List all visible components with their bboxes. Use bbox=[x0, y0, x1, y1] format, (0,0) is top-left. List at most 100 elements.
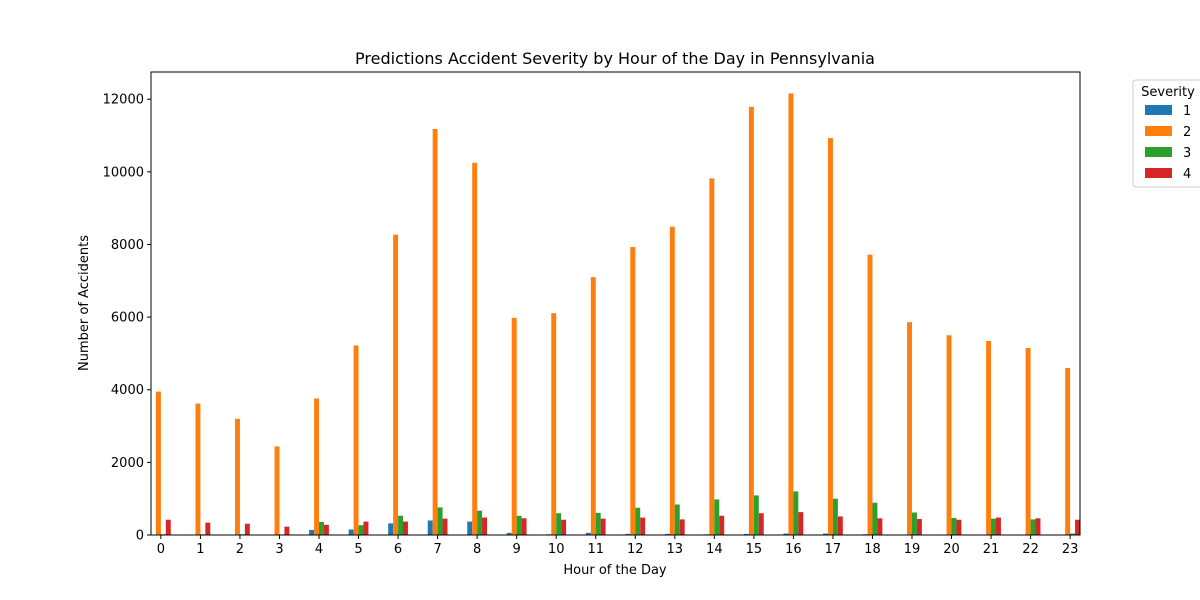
x-tick-label: 22 bbox=[1022, 542, 1039, 557]
bar-severity-3-hour-14 bbox=[714, 499, 720, 535]
x-tick-label: 19 bbox=[904, 542, 921, 557]
x-tick-label: 13 bbox=[667, 542, 684, 557]
bar-severity-1-hour-15 bbox=[743, 533, 749, 535]
bar-severity-3-hour-11 bbox=[595, 512, 601, 535]
bar-severity-1-hour-5 bbox=[348, 529, 354, 535]
bar-severity-4-hour-21 bbox=[995, 517, 1001, 535]
bar-severity-3-hour-15 bbox=[753, 495, 759, 535]
y-tick-label: 4000 bbox=[111, 383, 144, 398]
bar-severity-1-hour-6 bbox=[388, 523, 394, 535]
bars-layer bbox=[151, 93, 1080, 536]
x-tick-label: 20 bbox=[943, 542, 960, 557]
bar-severity-4-hour-2 bbox=[244, 523, 250, 535]
bar-severity-4-hour-13 bbox=[679, 519, 685, 535]
bar-severity-4-hour-14 bbox=[719, 515, 725, 535]
bar-severity-2-hour-12 bbox=[630, 247, 636, 535]
legend-label-severity-4: 4 bbox=[1183, 167, 1191, 182]
bar-severity-2-hour-14 bbox=[709, 178, 715, 535]
x-tick-label: 15 bbox=[746, 542, 763, 557]
legend: Severity 1 2 3 4 bbox=[1132, 79, 1200, 188]
bar-severity-4-hour-5 bbox=[363, 521, 369, 535]
bar-severity-2-hour-13 bbox=[669, 226, 675, 535]
bar-severity-2-hour-3 bbox=[274, 446, 280, 535]
x-tick-label: 16 bbox=[785, 542, 802, 557]
bar-severity-4-hour-23 bbox=[1075, 519, 1080, 535]
bar-severity-3-hour-16 bbox=[793, 491, 799, 535]
legend-title: Severity bbox=[1141, 85, 1195, 100]
bar-severity-2-hour-22 bbox=[1025, 347, 1031, 535]
y-tick-label: 2000 bbox=[111, 456, 144, 471]
bar-severity-3-hour-5 bbox=[358, 525, 364, 535]
bar-severity-4-hour-9 bbox=[521, 518, 527, 535]
bar-severity-1-hour-16 bbox=[783, 533, 789, 535]
x-tick-label: 14 bbox=[706, 542, 723, 557]
bar-severity-1-hour-12 bbox=[625, 533, 631, 535]
bar-severity-3-hour-18 bbox=[872, 502, 878, 535]
bar-severity-2-hour-2 bbox=[235, 418, 240, 535]
legend-swatch-severity-2 bbox=[1145, 126, 1172, 136]
plot-area-frame bbox=[150, 71, 1081, 536]
bar-severity-1-hour-9 bbox=[506, 532, 512, 535]
y-tick-label: 0 bbox=[136, 529, 144, 544]
x-tick-label: 18 bbox=[864, 542, 881, 557]
bar-severity-4-hour-7 bbox=[442, 518, 448, 535]
bar-severity-1-hour-17 bbox=[823, 533, 828, 535]
bar-severity-3-hour-20 bbox=[951, 517, 957, 535]
bar-severity-2-hour-1 bbox=[195, 403, 201, 535]
bar-severity-4-hour-11 bbox=[600, 518, 606, 535]
bar-severity-4-hour-12 bbox=[640, 517, 646, 535]
bar-severity-3-hour-9 bbox=[516, 515, 522, 535]
y-tick-label: 10000 bbox=[103, 165, 144, 180]
y-tick-label: 12000 bbox=[103, 93, 144, 108]
x-tick-label: 4 bbox=[315, 542, 323, 557]
bar-severity-4-hour-6 bbox=[403, 521, 408, 535]
bar-severity-1-hour-13 bbox=[664, 533, 670, 535]
bar-severity-4-hour-19 bbox=[916, 519, 922, 535]
bar-severity-4-hour-22 bbox=[1035, 518, 1041, 535]
bar-severity-2-hour-20 bbox=[946, 335, 952, 535]
x-tick-label: 1 bbox=[196, 542, 204, 557]
bar-severity-2-hour-6 bbox=[393, 234, 399, 535]
bar-severity-4-hour-16 bbox=[798, 512, 804, 535]
x-axis-ticks: 0 1 2 3 4 5 6 7 8 9 10 11 12 13 14 15 16 17 18 19 20 21 22 23 bbox=[157, 535, 1078, 557]
bar-severity-2-hour-8 bbox=[472, 162, 478, 535]
bar-severity-3-hour-7 bbox=[437, 507, 443, 535]
bar-severity-2-hour-23 bbox=[1065, 367, 1071, 535]
x-tick-label: 10 bbox=[548, 542, 565, 557]
chart-title: Predictions Accident Severity by Hour of… bbox=[355, 49, 875, 68]
bar-severity-3-hour-8 bbox=[477, 510, 483, 535]
legend-label-severity-1: 1 bbox=[1183, 104, 1191, 119]
y-tick-label: 8000 bbox=[111, 238, 144, 253]
x-tick-label: 7 bbox=[433, 542, 441, 557]
bar-severity-4-hour-1 bbox=[205, 522, 211, 535]
bar-severity-4-hour-4 bbox=[323, 524, 329, 535]
bar-severity-2-hour-9 bbox=[511, 317, 517, 535]
bar-severity-1-hour-4 bbox=[309, 529, 315, 535]
bar-severity-1-hour-7 bbox=[427, 520, 433, 535]
bar-severity-2-hour-11 bbox=[590, 277, 596, 535]
bar-severity-1-hour-8 bbox=[467, 521, 473, 535]
bar-severity-3-hour-4 bbox=[319, 521, 324, 535]
bar-severity-4-hour-17 bbox=[837, 516, 843, 535]
x-tick-label: 6 bbox=[394, 542, 402, 557]
bar-severity-2-hour-19 bbox=[907, 322, 912, 535]
y-axis-label: Number of Accidents bbox=[77, 235, 92, 371]
bar-severity-2-hour-0 bbox=[155, 391, 161, 535]
bar-severity-2-hour-7 bbox=[432, 129, 438, 535]
x-tick-label: 3 bbox=[275, 542, 283, 557]
bar-severity-2-hour-4 bbox=[314, 398, 320, 535]
legend-swatch-severity-1 bbox=[1145, 105, 1172, 115]
bar-severity-2-hour-15 bbox=[748, 106, 754, 536]
bar-severity-3-hour-19 bbox=[911, 512, 917, 535]
bar-severity-3-hour-10 bbox=[556, 513, 562, 535]
bar-severity-3-hour-6 bbox=[398, 515, 404, 535]
bar-severity-2-hour-5 bbox=[353, 345, 359, 535]
bar-severity-4-hour-8 bbox=[482, 517, 488, 535]
bar-severity-2-hour-17 bbox=[827, 138, 833, 535]
x-tick-label: 17 bbox=[825, 542, 842, 557]
x-tick-label: 8 bbox=[473, 542, 481, 557]
bar-severity-3-hour-13 bbox=[674, 504, 680, 535]
x-tick-label: 12 bbox=[627, 542, 644, 557]
